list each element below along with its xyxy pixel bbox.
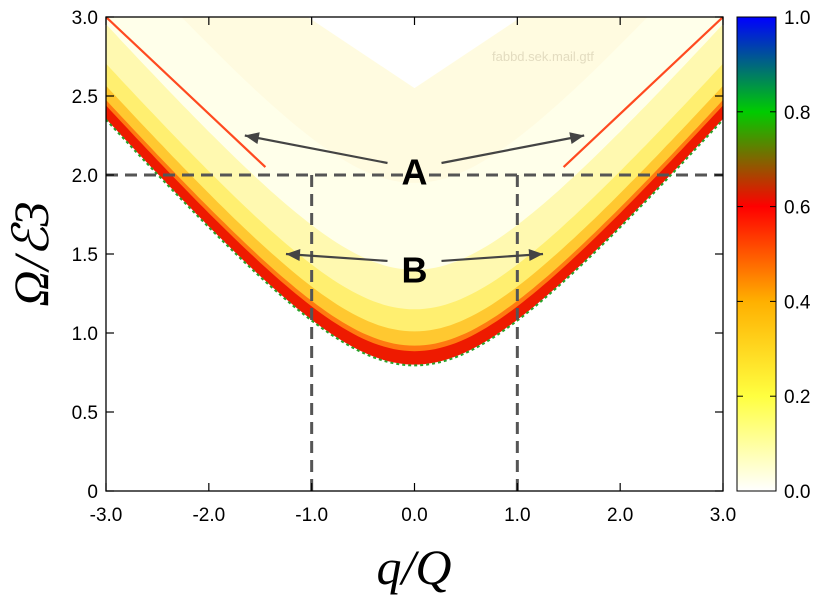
x-tick-label: -3.0 (90, 505, 123, 526)
colorbar-tick-label: 0.4 (784, 292, 811, 313)
annotation-B-label: B (402, 249, 428, 290)
colorbar-tick-label: 0.6 (784, 198, 810, 219)
heatmap-edge-green (106, 118, 723, 367)
x-tick-label: -1.0 (295, 505, 328, 526)
colorbar-ticks: 0.0 0.2 0.4 0.6 0.8 1.0 (737, 8, 811, 503)
heatmap-faint-region (133, 17, 696, 286)
heatmap-diagonal-left (106, 17, 267, 168)
colorbar-tick-label: 0.0 (784, 482, 810, 503)
heatmap-blank-top (307, 17, 522, 89)
y-tick-label: 1.5 (72, 245, 98, 266)
y-tick-label: 2.5 (72, 87, 98, 108)
y-tick-label: 1.0 (72, 324, 98, 345)
reference-lines (106, 173, 723, 491)
x-tick-label: 0.0 (401, 505, 427, 526)
heatmap-band-light (106, 24, 723, 357)
heatmap-band-pale (106, 17, 723, 357)
heatmap-band-orange (106, 85, 723, 357)
y-tick-label: 0 (87, 482, 98, 503)
y-axis-title: Ω/ℰ3 (3, 201, 59, 306)
axis-ticks: -3.0 -2.0 -1.0 0.0 1.0 2.0 3.0 0 0.5 1.0 1.5 2.0 2.5… (72, 8, 737, 526)
annotation-A-arrowhead-1 (569, 132, 585, 145)
heatmap-layer (106, 17, 723, 367)
x-tick-label: 3.0 (710, 505, 736, 526)
annotation-B-arrowhead-1 (528, 248, 544, 261)
annotation-B-arrowhead-0 (285, 248, 301, 261)
annotation-A-arrowhead-0 (244, 132, 260, 145)
heatmap-band-red (106, 105, 723, 365)
heatmap-diagonal-right (562, 17, 723, 168)
annotation-A-arrow-0 (244, 134, 388, 165)
colorbar-tick-label: 1.0 (784, 8, 810, 29)
annotation-B-arrow-1 (441, 252, 544, 263)
x-tick-label: -2.0 (192, 505, 225, 526)
annotation-B-arrow-0 (285, 252, 388, 263)
x-tick-label: 2.0 (607, 505, 633, 526)
annotations: AB (244, 132, 585, 290)
y-tick-label: 0.5 (72, 403, 98, 424)
colorbar (736, 16, 777, 492)
annotation-A-label: A (402, 152, 428, 193)
y-tick-label: 3.0 (72, 8, 98, 29)
y-tick-label: 2.0 (72, 166, 98, 187)
colorbar-tick-label: 0.2 (784, 387, 810, 408)
x-tick-label: 1.0 (504, 505, 530, 526)
heatmap-band-yellow (106, 63, 723, 357)
colorbar-tick-label: 0.8 (784, 103, 810, 124)
watermark-text: fabbd.sek.mail.gtf (492, 49, 594, 64)
annotation-A-arrow-1 (441, 134, 585, 165)
heatmap-band-deep-orange (106, 99, 723, 357)
x-axis-title: q/Q (377, 539, 452, 595)
